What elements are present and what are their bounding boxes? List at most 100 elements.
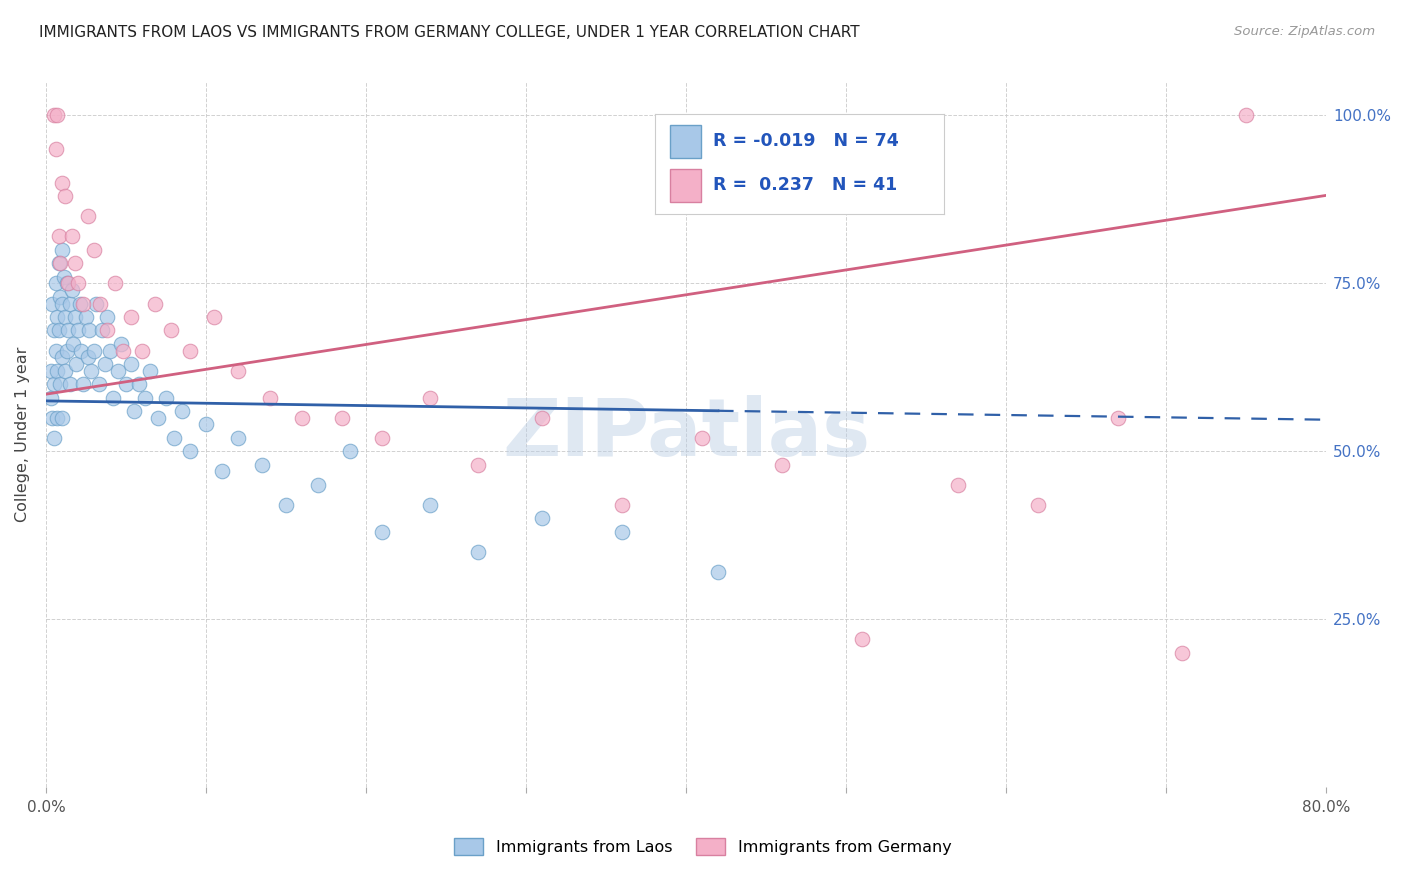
Point (41, 410, 63, 425)
Point (274, 498, 297, 512)
Point (49, 290, 72, 304)
Point (48, 256, 70, 270)
Point (58, 277, 80, 291)
Point (339, 444, 361, 458)
Y-axis label: College, Under 1 year: College, Under 1 year (15, 347, 30, 522)
Point (53, 189, 76, 203)
Point (330, 410, 353, 425)
Point (76, 209, 98, 223)
Point (49, 256, 72, 270)
Point (259, 391, 281, 405)
Point (46, 410, 69, 425)
Point (42, 323, 65, 337)
Point (131, 343, 153, 358)
Point (42, 108, 65, 122)
Point (48, 323, 70, 337)
Point (179, 343, 201, 358)
Point (53, 310, 76, 324)
Point (530, 511, 553, 525)
Point (419, 391, 441, 405)
Point (42, 377, 65, 392)
Point (467, 545, 489, 559)
Point (87, 377, 110, 392)
Point (120, 357, 142, 371)
Point (371, 524, 394, 539)
Point (195, 417, 218, 432)
Point (170, 404, 193, 418)
Point (226, 431, 249, 445)
Text: R = -0.019   N = 74: R = -0.019 N = 74 (713, 132, 898, 150)
Point (51, 410, 73, 425)
Point (610, 524, 633, 539)
Point (45, 343, 67, 358)
Point (65, 357, 87, 371)
Point (45, 142, 67, 156)
Point (1026, 498, 1049, 512)
Point (122, 404, 145, 418)
Point (55, 277, 77, 291)
Point (63, 310, 86, 324)
Point (63, 256, 86, 270)
Point (60, 283, 83, 297)
Point (250, 458, 273, 472)
Point (419, 498, 441, 512)
Point (66, 323, 89, 337)
Point (467, 458, 489, 472)
Point (89, 296, 111, 310)
Point (42, 431, 65, 445)
Point (770, 458, 793, 472)
Point (51, 351, 73, 365)
Point (851, 632, 873, 647)
Point (46, 108, 69, 122)
Point (48, 229, 70, 244)
Point (55, 343, 77, 358)
Point (91, 323, 114, 337)
Point (211, 464, 233, 478)
Point (84, 296, 107, 310)
Point (75, 310, 97, 324)
Point (46, 364, 69, 378)
Point (159, 323, 181, 337)
Point (291, 410, 314, 425)
Text: ZIPatlas: ZIPatlas (502, 395, 870, 474)
Point (72, 296, 94, 310)
Point (143, 296, 166, 310)
Point (51, 176, 73, 190)
Point (120, 310, 142, 324)
Text: Source: ZipAtlas.com: Source: ZipAtlas.com (1234, 25, 1375, 38)
Point (60, 229, 83, 244)
Point (52, 269, 75, 284)
FancyBboxPatch shape (669, 125, 702, 158)
Point (110, 336, 132, 351)
Point (371, 431, 394, 445)
Point (41, 296, 63, 310)
Point (155, 391, 177, 405)
Point (139, 364, 162, 378)
Point (163, 431, 186, 445)
Point (690, 431, 713, 445)
Point (202, 310, 225, 324)
Point (66, 277, 89, 291)
Point (1171, 646, 1194, 660)
Point (96, 310, 118, 324)
Text: IMMIGRANTS FROM LAOS VS IMMIGRANTS FROM GERMANY COLLEGE, UNDER 1 YEAR CORRELATIO: IMMIGRANTS FROM LAOS VS IMMIGRANTS FROM … (39, 25, 860, 40)
Point (83, 343, 105, 358)
Point (51, 296, 73, 310)
Point (39, 364, 62, 378)
Point (70, 343, 93, 358)
Point (58, 323, 80, 337)
Point (307, 478, 329, 492)
Point (83, 243, 105, 257)
Point (610, 498, 633, 512)
Point (104, 277, 127, 291)
Point (226, 364, 249, 378)
Point (59, 296, 82, 310)
FancyBboxPatch shape (669, 169, 702, 202)
Point (51, 243, 73, 257)
Point (69, 296, 91, 310)
Point (1107, 410, 1129, 425)
Point (72, 377, 94, 392)
Legend: Immigrants from Laos, Immigrants from Germany: Immigrants from Laos, Immigrants from Ge… (449, 831, 957, 862)
Point (98, 343, 121, 358)
Point (146, 410, 169, 425)
